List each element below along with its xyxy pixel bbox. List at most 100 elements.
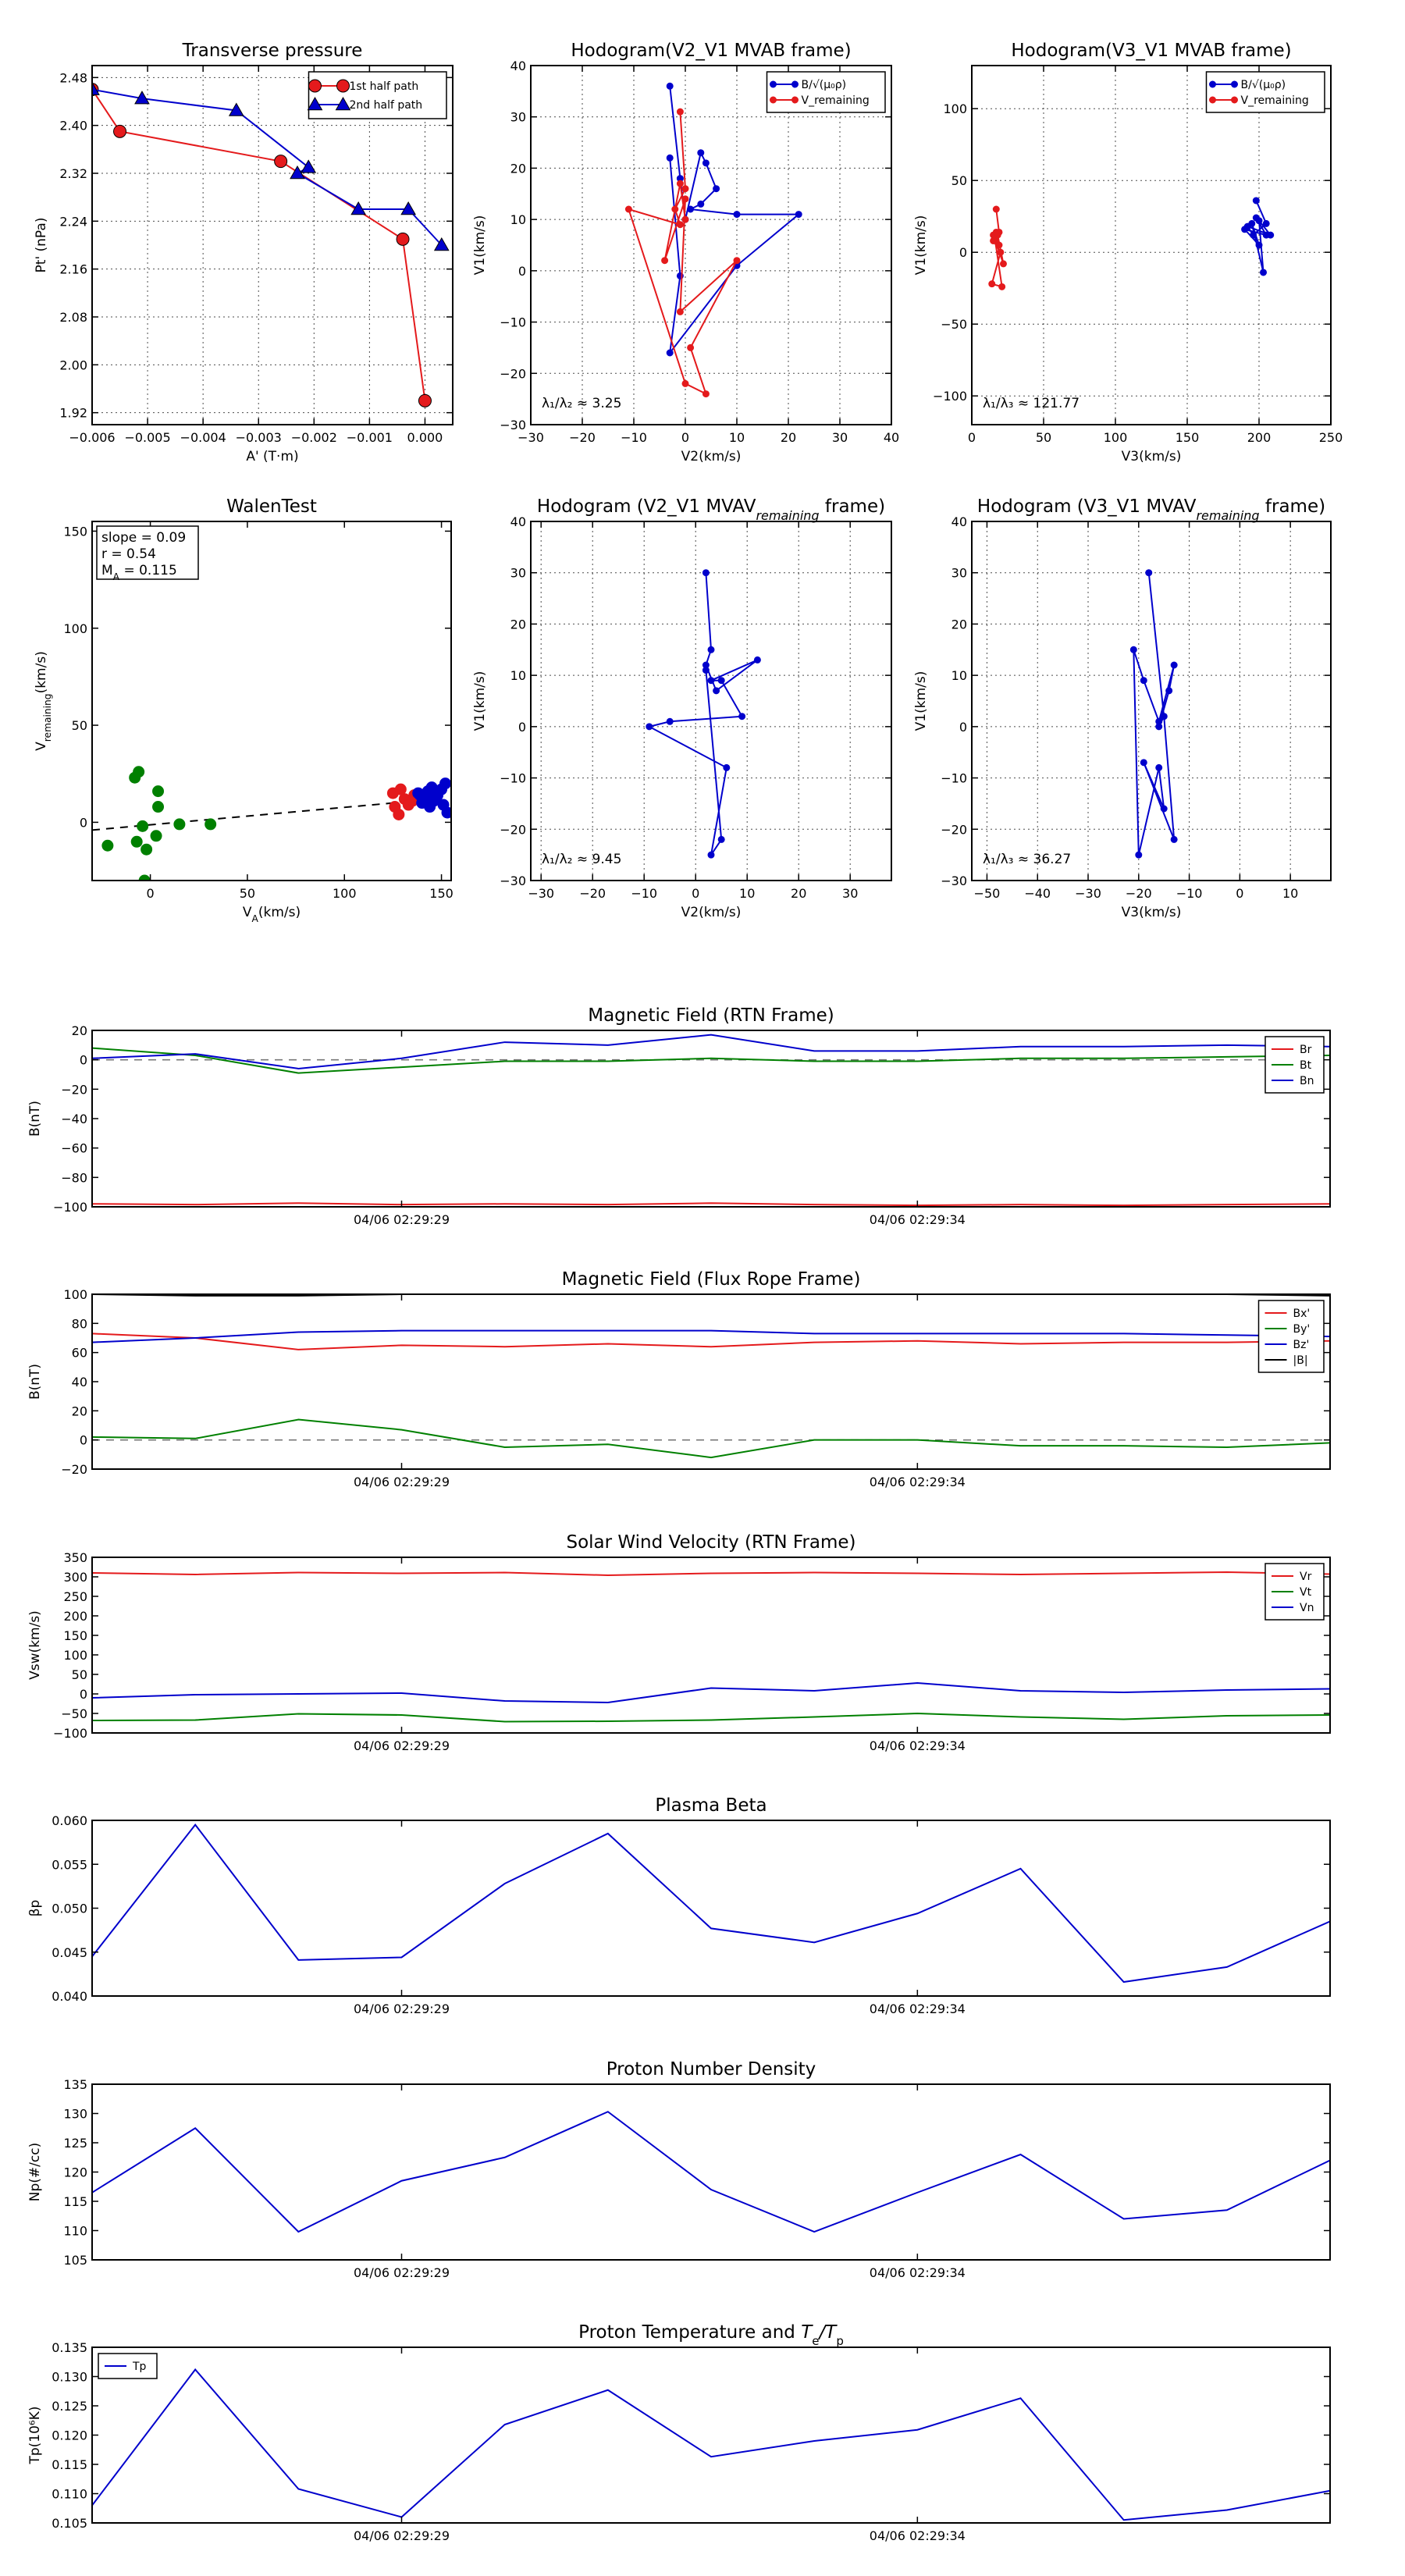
legend: Br Bt Bn <box>1264 1036 1325 1094</box>
y-tick-label: 2.08 <box>59 310 87 325</box>
x-axis-label: V3(km/s) <box>1122 449 1182 464</box>
axes-frame <box>530 521 892 881</box>
data-point <box>733 211 741 219</box>
chart-title: WalenTest <box>226 496 317 517</box>
plot-area <box>92 2111 1330 2233</box>
data-point <box>1165 687 1173 695</box>
x-tick-label: 10 <box>729 430 745 445</box>
x-tick-label: 04/06 02:29:34 <box>870 2528 966 2543</box>
y-tick-label: 0 <box>518 264 526 279</box>
data-point <box>1140 759 1147 767</box>
y-tick-label: 350 <box>63 1550 87 1565</box>
data-point <box>666 82 674 90</box>
axes-frame <box>91 65 454 425</box>
series-line-βp <box>92 1823 1330 1984</box>
data-point <box>738 713 746 720</box>
axes-frame <box>91 1557 1331 1734</box>
y-tick-label: −10 <box>500 771 526 786</box>
axes-frame <box>971 65 1332 425</box>
x-tick-label: 04/06 02:29:34 <box>870 2001 966 2016</box>
y-tick-label: 60 <box>72 1346 87 1361</box>
x-axis-label: V3(km/s) <box>1122 905 1182 920</box>
x-tick-label: −10 <box>621 430 647 445</box>
legend-marker <box>791 96 799 104</box>
chart-title: Plasma Beta <box>655 1795 767 1816</box>
legend-box <box>766 71 886 113</box>
y-tick-label: 150 <box>63 524 87 539</box>
data-point <box>1170 835 1178 843</box>
panel-hodogram-v3v1-mvav: Hodogram (V3_V1 MVAVremaining frame)−50−… <box>913 496 1332 920</box>
y-tick-label: 0.055 <box>52 1857 87 1872</box>
y-tick-label: −80 <box>61 1170 87 1185</box>
data-point <box>707 646 715 653</box>
axes-frame <box>91 2347 1331 2524</box>
data-point <box>687 343 695 351</box>
y-axis-label: V1(km/s) <box>472 671 488 731</box>
data-point <box>681 379 689 387</box>
annotation-text: λ₁/λ₃ ≈ 121.77 <box>983 396 1080 411</box>
y-tick-label: 2.48 <box>59 70 87 85</box>
y-tick-label: 300 <box>63 1570 87 1585</box>
data-point <box>661 257 669 265</box>
x-tick-label: 04/06 02:29:34 <box>870 1475 966 1489</box>
y-tick-label: 0 <box>80 1687 87 1702</box>
y-tick-label: 2.32 <box>59 166 87 181</box>
x-tick-label: −40 <box>1024 886 1051 901</box>
y-axis-label: V1(km/s) <box>913 215 929 276</box>
data-point <box>394 783 407 795</box>
plot-area <box>92 1823 1330 1984</box>
y-tick-label: 0.125 <box>52 2399 87 2414</box>
chart-title: Hodogram (V2_V1 MVAVremaining frame) <box>537 496 885 523</box>
series-line-Bt <box>92 1047 1330 1074</box>
data-point <box>1250 231 1257 239</box>
data-point <box>152 785 165 798</box>
x-tick-label: 200 <box>1247 430 1272 445</box>
chart-title: Hodogram (V3_V1 MVAVremaining frame) <box>977 496 1325 523</box>
data-point <box>676 308 684 315</box>
data-point <box>133 766 145 778</box>
y-tick-label: −100 <box>53 1200 87 1215</box>
data-point <box>1155 763 1163 771</box>
data-point <box>1252 214 1260 222</box>
plot-area <box>92 1294 1330 1459</box>
plot-area <box>624 82 802 398</box>
legend-label: 1st half path <box>350 80 419 93</box>
data-point <box>425 781 438 794</box>
x-tick-label: 0 <box>681 430 689 445</box>
x-tick-label: 20 <box>791 886 806 901</box>
y-tick-label: 0 <box>959 245 967 260</box>
y-tick-label: 40 <box>510 514 526 529</box>
y-tick-label: 100 <box>943 101 967 116</box>
y-tick-label: 0 <box>80 1053 87 1068</box>
x-tick-label: 30 <box>832 430 848 445</box>
x-tick-label: 04/06 02:29:29 <box>354 2001 450 2016</box>
series-line <box>627 112 738 396</box>
y-tick-label: 20 <box>510 617 526 632</box>
series-line-Vt <box>92 1712 1330 1723</box>
chart-title: Hodogram(V2_V1 MVAB frame) <box>571 41 851 61</box>
y-tick-label: 0.045 <box>52 1945 87 1960</box>
data-point <box>1252 197 1260 205</box>
data-point <box>666 349 674 357</box>
data-point <box>666 717 674 725</box>
data-point <box>290 165 305 180</box>
legend-label: Vr <box>1300 1571 1312 1583</box>
data-point <box>173 818 186 831</box>
y-tick-label: 50 <box>951 173 967 188</box>
x-tick-label: −20 <box>569 430 596 445</box>
panel-hodogram-v3v1-mvab: Hodogram(V3_V1 MVAB frame) 0 50 100 150 200 25… <box>913 41 1343 464</box>
x-axis-label: V2(km/s) <box>681 905 742 920</box>
x-tick-label: 04/06 02:29:29 <box>354 2528 450 2543</box>
panel-transverse-pressure: Transverse pressure −0.006 −0.005 −0.004 −0.… <box>34 41 454 464</box>
data-point <box>702 390 710 398</box>
x-tick-label: −10 <box>1176 886 1203 901</box>
x-tick-label: 04/06 02:29:29 <box>354 2265 450 2280</box>
chart-title: Transverse pressure <box>182 41 363 61</box>
y-axis-label: Tp(10⁶K) <box>27 2406 43 2464</box>
data-point <box>671 205 679 213</box>
legend-marker <box>335 96 351 111</box>
data-point <box>92 81 100 95</box>
axes-frame <box>91 1820 1331 1997</box>
x-tick-label: 04/06 02:29:29 <box>354 1738 450 1753</box>
y-tick-label: 0 <box>80 1433 87 1448</box>
